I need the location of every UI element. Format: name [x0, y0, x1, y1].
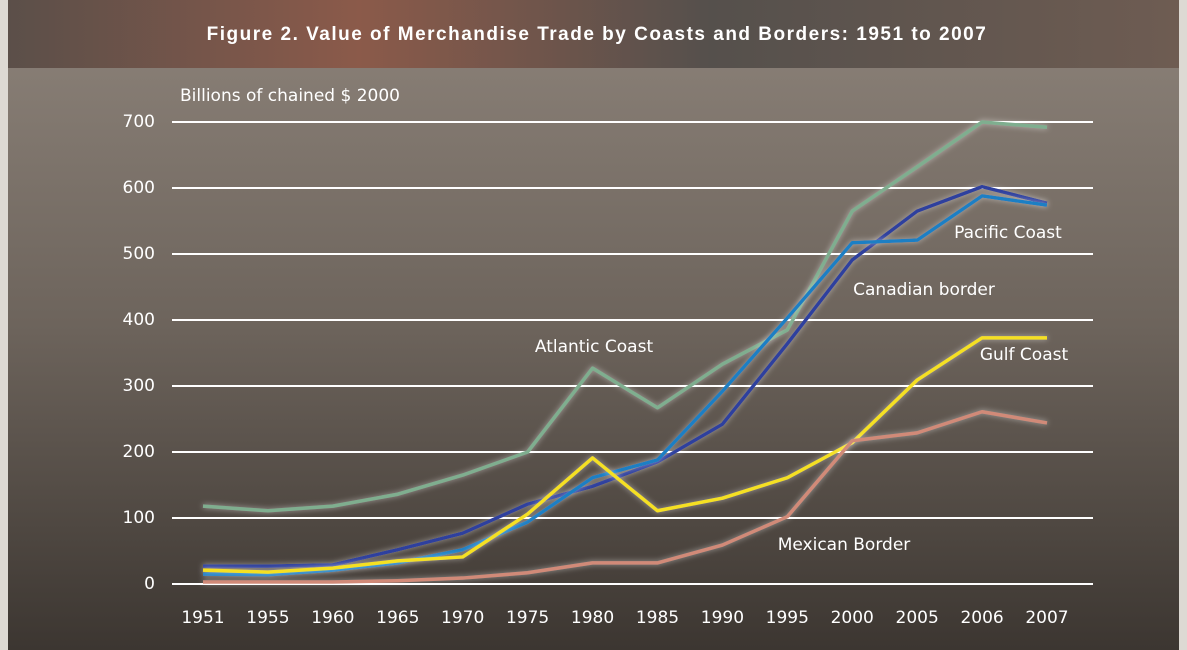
- x-tick-label: 1965: [376, 608, 419, 628]
- y-tick-label: 0: [144, 574, 155, 594]
- x-tick-label: 2006: [960, 608, 1003, 628]
- y-tick-label: 300: [123, 376, 155, 396]
- y-tick-label: 700: [123, 112, 155, 132]
- series-label: Mexican Border: [778, 535, 911, 555]
- x-tick-label: 1995: [766, 608, 809, 628]
- chart: Figure 2. Value of Merchandise Trade by …: [0, 0, 1187, 650]
- x-tick-label: 1975: [506, 608, 549, 628]
- series-label: Canadian border: [853, 280, 995, 300]
- series-label: Gulf Coast: [980, 345, 1069, 365]
- x-tick-label: 1970: [441, 608, 484, 628]
- x-tick-label: 1951: [181, 608, 224, 628]
- x-tick-label: 2007: [1025, 608, 1068, 628]
- x-tick-label: 2000: [831, 608, 874, 628]
- series-label: Atlantic Coast: [535, 337, 654, 357]
- y-tick-label: 400: [123, 310, 155, 330]
- y-tick-label: 100: [123, 508, 155, 528]
- series-label: Pacific Coast: [954, 223, 1062, 243]
- chart-title: Figure 2. Value of Merchandise Trade by …: [207, 24, 988, 45]
- y-tick-label: 600: [123, 178, 155, 198]
- x-tick-label: 1985: [636, 608, 679, 628]
- x-tick-label: 1960: [311, 608, 354, 628]
- x-tick-label: 2005: [896, 608, 939, 628]
- x-tick-label: 1990: [701, 608, 744, 628]
- x-tick-label: 1980: [571, 608, 614, 628]
- x-tick-label: 1955: [246, 608, 289, 628]
- y-tick-label: 200: [123, 442, 155, 462]
- y-axis-label: Billions of chained $ 2000: [180, 86, 400, 106]
- y-tick-label: 500: [123, 244, 155, 264]
